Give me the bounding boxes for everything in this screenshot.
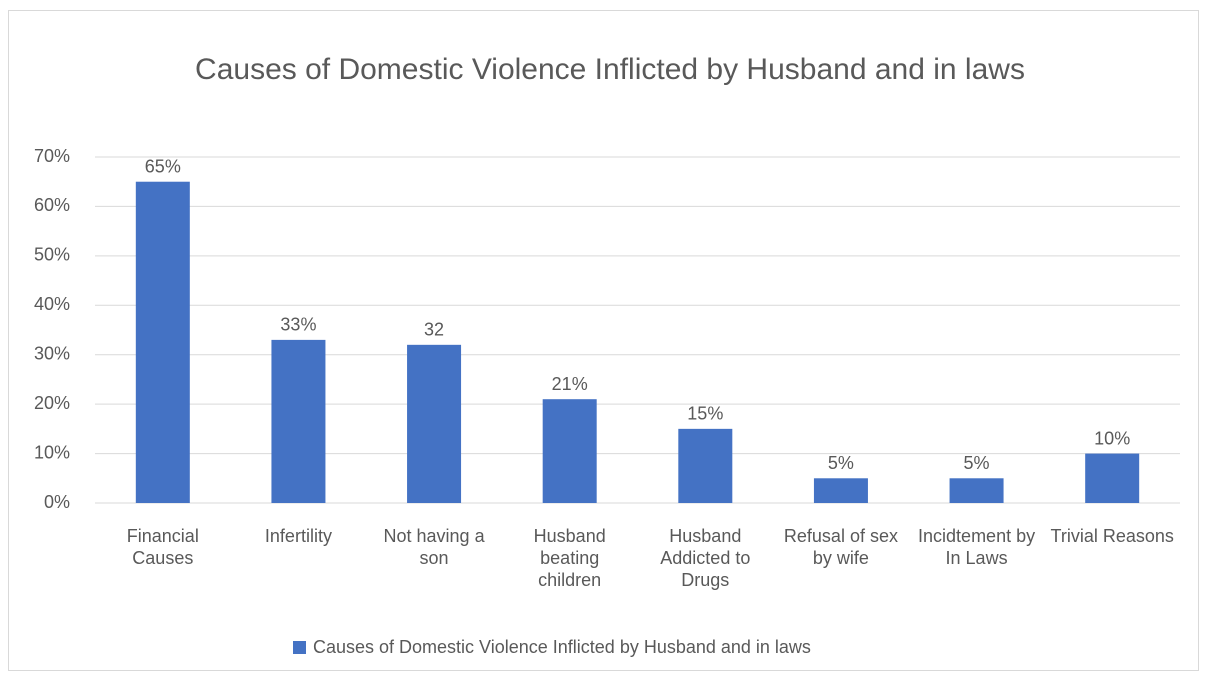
bar xyxy=(678,428,733,503)
y-tick-label: 70% xyxy=(34,146,70,166)
chart-title: Causes of Domestic Violence Inflicted by… xyxy=(195,53,1025,86)
legend-swatch xyxy=(293,641,306,654)
bar xyxy=(135,181,190,503)
x-tick-label: Infertility xyxy=(264,526,332,546)
legend-label: Causes of Domestic Violence Inflicted by… xyxy=(313,637,811,657)
x-tick-label: Trivial Reasons xyxy=(1050,526,1174,546)
y-tick-label: 30% xyxy=(34,343,70,363)
y-tick-label: 60% xyxy=(34,195,70,215)
data-label: 5% xyxy=(828,453,854,473)
data-label: 21% xyxy=(552,374,588,394)
x-tick-label: Husband Addicted to Drugs xyxy=(660,526,751,590)
bar xyxy=(813,478,868,503)
bar xyxy=(407,344,462,503)
chart-border xyxy=(8,10,1199,671)
x-tick-label: Financial Causes xyxy=(126,526,199,568)
x-tick-label: Not having a son xyxy=(383,526,485,568)
data-label: 5% xyxy=(964,453,990,473)
data-label: 33% xyxy=(280,315,316,335)
y-tick-label: 20% xyxy=(34,393,70,413)
x-tick-label: Incidtement by In Laws xyxy=(918,526,1036,568)
x-tick-label: Refusal of sex by wife xyxy=(783,526,898,568)
y-tick-label: 0% xyxy=(44,492,70,512)
title-box: Causes of Domestic Violence Inflicted by… xyxy=(195,53,1025,86)
y-tick-label: 40% xyxy=(34,294,70,314)
y-tick-label: 50% xyxy=(34,245,70,265)
data-label: 65% xyxy=(145,156,181,176)
bar xyxy=(949,478,1004,503)
data-label: 32 xyxy=(424,320,444,340)
y-tick-label: 10% xyxy=(34,442,70,462)
bar xyxy=(271,339,326,503)
data-label: 10% xyxy=(1094,428,1130,448)
x-tick-label: Husband beating children xyxy=(533,526,606,590)
bar xyxy=(542,399,597,503)
bar xyxy=(1085,453,1140,503)
data-label: 15% xyxy=(687,404,723,424)
